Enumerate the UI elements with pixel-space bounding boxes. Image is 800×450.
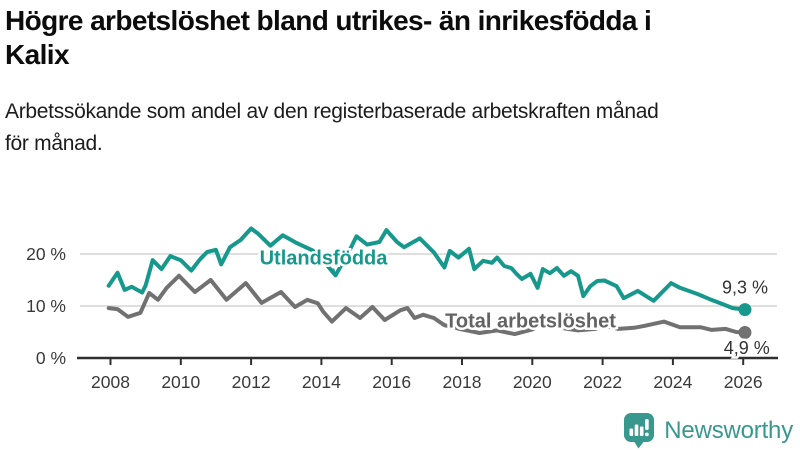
page-title-line-2: Kalix (5, 39, 70, 70)
series-end-dot-utlandsf-dda (738, 303, 752, 317)
y-tick-label-10: 10 % (26, 296, 66, 316)
chart-header: Högre arbetslöshet bland utrikes- än inr… (5, 4, 775, 160)
series-line-total-arbetsl-shet (106, 273, 747, 337)
x-tick-labels: 2008 2010 2012 2014 2016 2018 2020 2022 2024 2026 (91, 372, 763, 392)
x-tick-label-2014: 2014 (302, 372, 341, 392)
newsworthy-logo[interactable]: Newsworthy (623, 412, 793, 449)
chart-subtitle-line-2: för månad. (5, 132, 103, 155)
series-line-utlandsf-dda (106, 226, 747, 312)
x-tick-label-2020: 2020 (513, 372, 552, 392)
y-tick-labels: 0 % 10 % 20 % (26, 244, 66, 368)
newsworthy-bubble-icon (624, 413, 655, 449)
newsworthy-wordmark: Newsworthy (664, 416, 793, 444)
end-value-total: 4,9 % (724, 338, 770, 358)
x-tick-label-2012: 2012 (232, 372, 271, 392)
series-label-utlandsfodda: Utlandsfödda (260, 247, 389, 269)
y-tick-label-0: 0 % (36, 348, 66, 368)
x-tick-label-2026: 2026 (724, 372, 763, 392)
series-end-dot-total-arbetsl-shet (738, 326, 752, 340)
page-title-line-1: Högre arbetslöshet bland utrikes- än inr… (5, 5, 652, 36)
series-lines (106, 226, 752, 340)
x-tick-label-2008: 2008 (91, 372, 130, 392)
x-tick-label-2024: 2024 (653, 372, 692, 392)
chart-subtitle: Arbetssökande som andel av den registerb… (5, 96, 775, 160)
x-tick-label-2010: 2010 (161, 372, 200, 392)
series-pointer-caret: v (332, 264, 341, 281)
y-tick-label-20: 20 % (26, 244, 66, 264)
page-title: Högre arbetslöshet bland utrikes- än inr… (5, 4, 775, 72)
gridlines (80, 253, 777, 307)
end-value-utlandsfodda: 9,3 % (722, 278, 768, 298)
x-tick-label-2016: 2016 (372, 372, 411, 392)
x-axis (77, 356, 778, 365)
chart-subtitle-line-1: Arbetssökande som andel av den registerb… (5, 100, 659, 123)
series-label-total: Total arbetslöshet (445, 310, 616, 332)
x-tick-label-2022: 2022 (583, 372, 622, 392)
x-tick-label-2018: 2018 (443, 372, 482, 392)
